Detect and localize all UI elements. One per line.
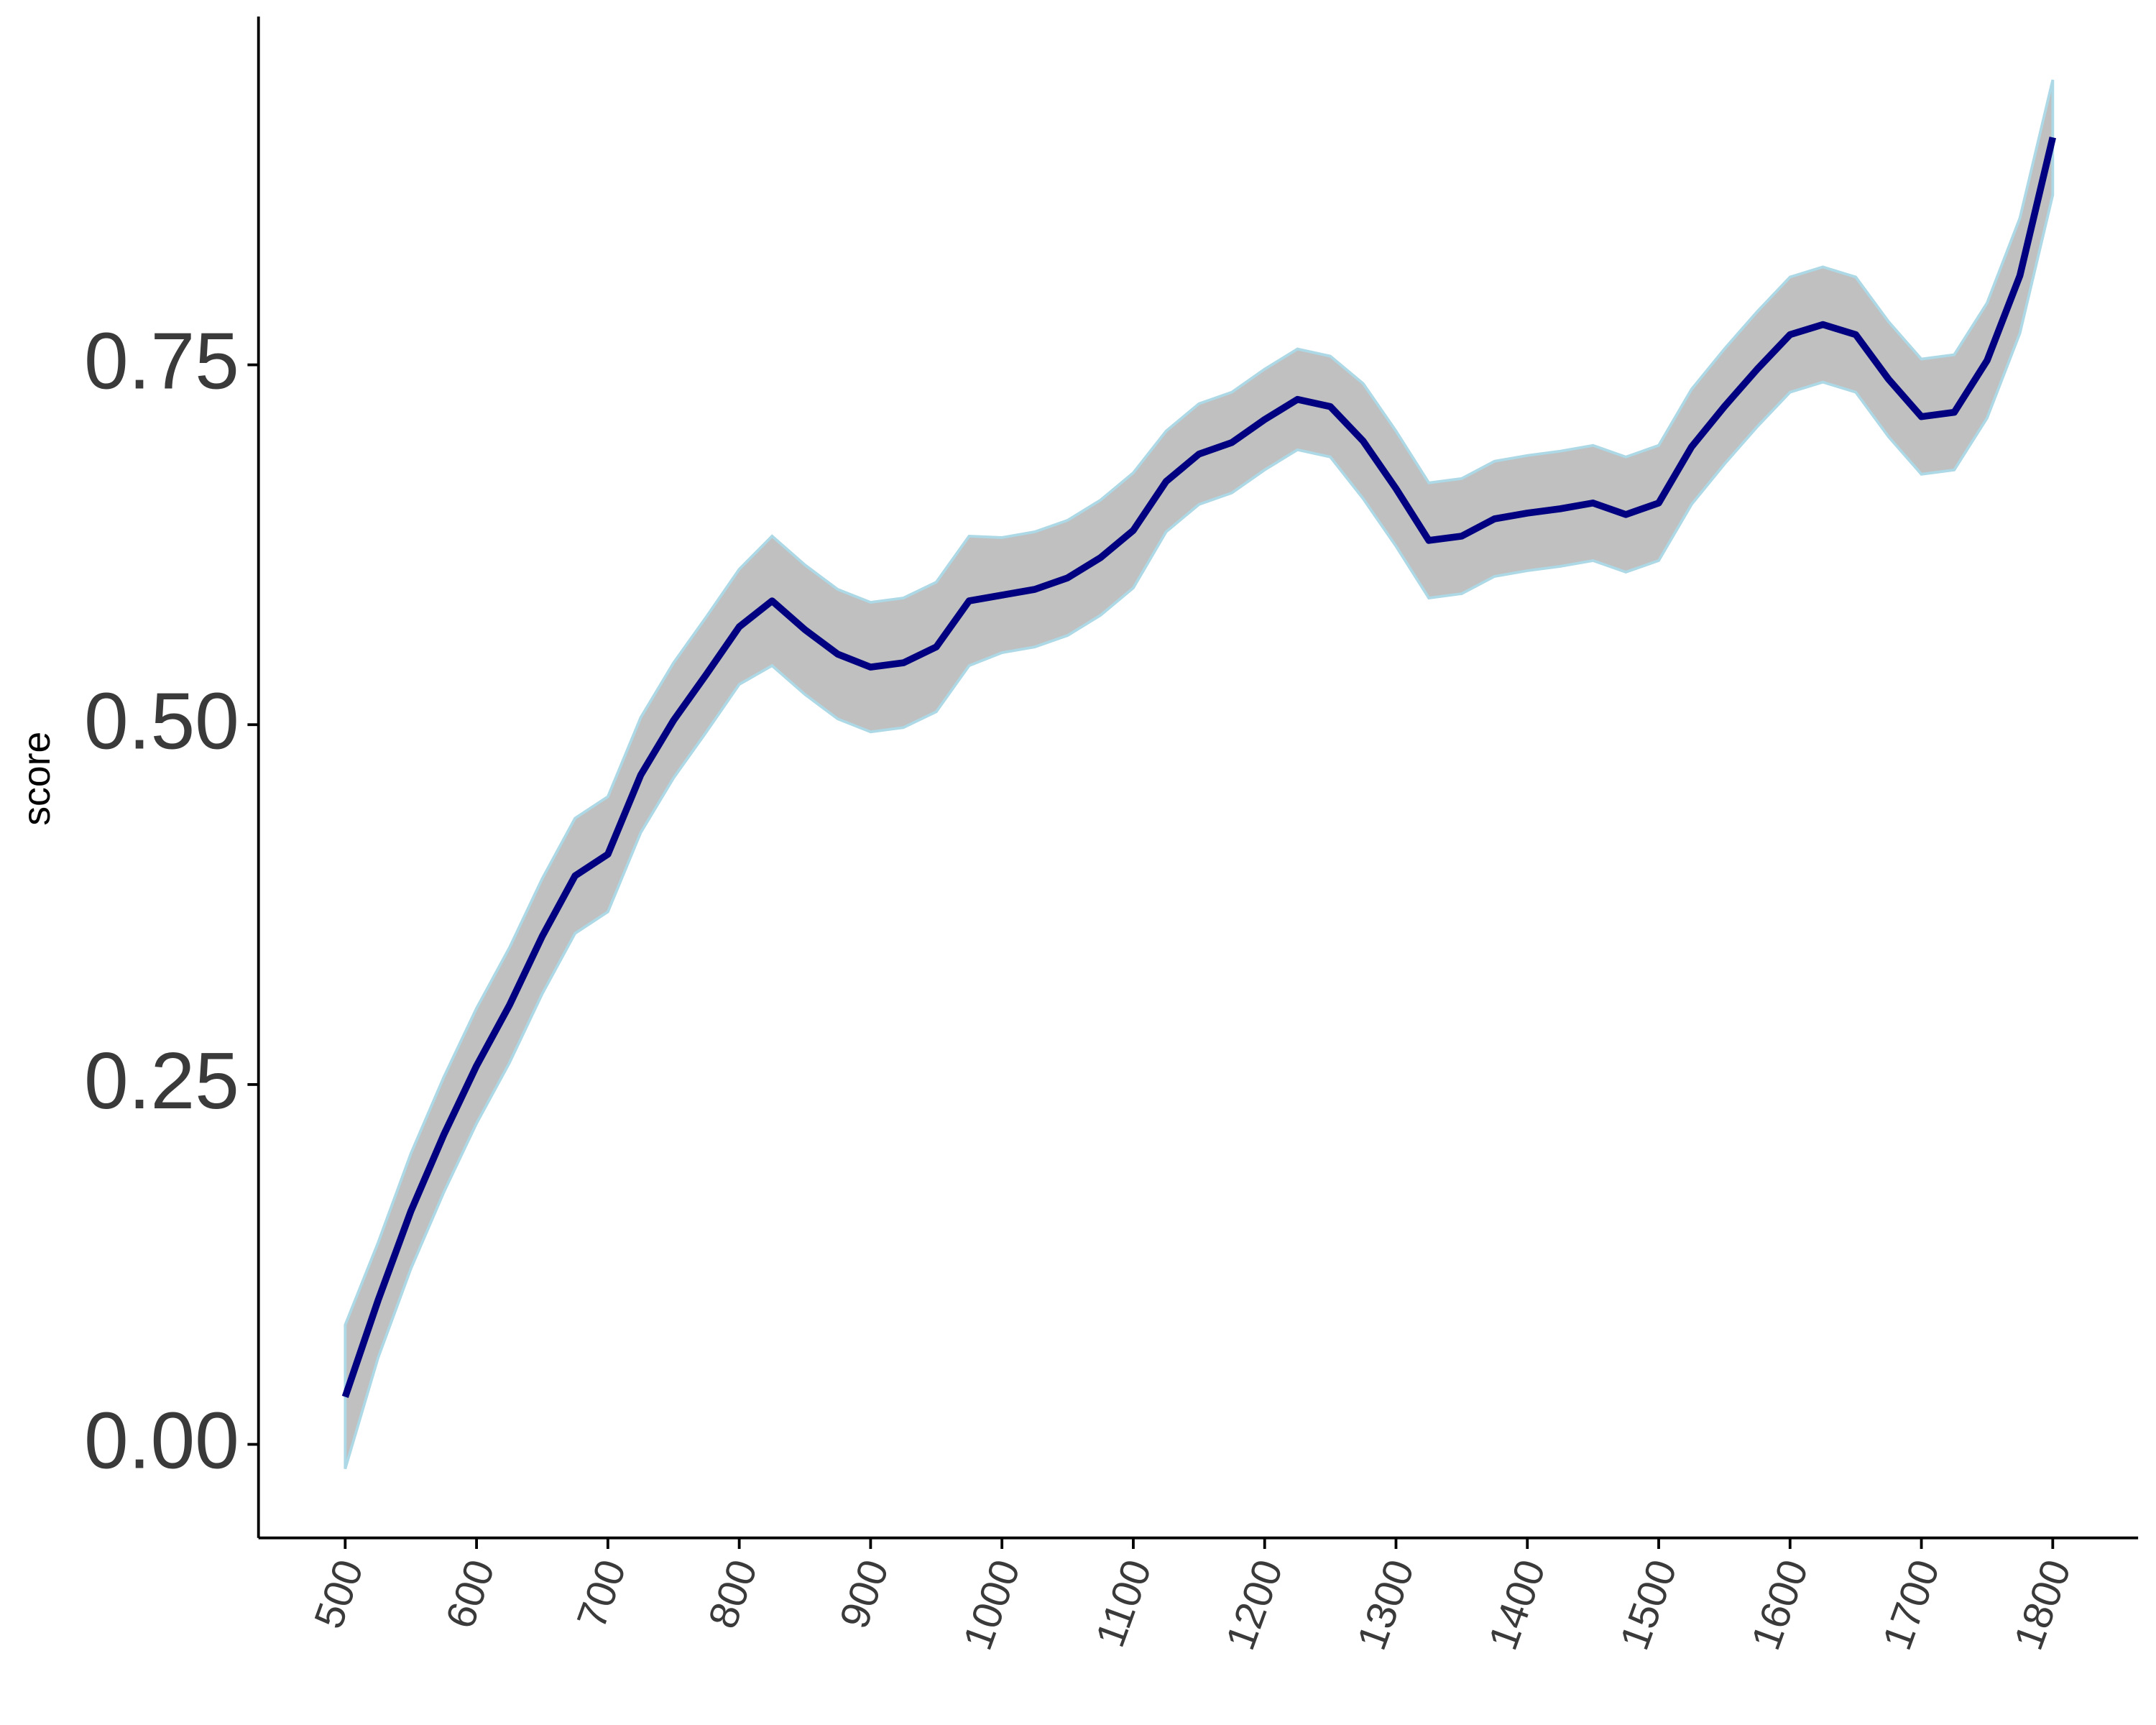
- x-tick-label: 500: [305, 1554, 372, 1634]
- x-tick-label: 1300: [1349, 1554, 1424, 1656]
- x-tick-label: 1600: [1743, 1554, 1818, 1656]
- x-tick-label: 800: [700, 1554, 767, 1634]
- confidence-band: [344, 79, 2055, 1470]
- x-tick-label: 1500: [1611, 1554, 1686, 1656]
- x-tick-label: 900: [831, 1554, 898, 1634]
- x-tick-label: 1000: [954, 1554, 1029, 1656]
- y-axis-label: score: [16, 732, 58, 826]
- x-tick-label: 1100: [1087, 1554, 1161, 1653]
- x-tick-label: 600: [437, 1554, 504, 1634]
- y-tick-label: 0.25: [84, 1036, 239, 1126]
- x-tick-label: 700: [568, 1554, 635, 1634]
- x-tick-label: 1700: [1874, 1554, 1949, 1656]
- y-tick-label: 0.00: [84, 1397, 239, 1486]
- x-tick-label: 1200: [1217, 1554, 1292, 1656]
- x-tick-label: 1800: [2005, 1554, 2080, 1656]
- trend-line: [341, 137, 2056, 1399]
- x-tick-label: 1400: [1480, 1554, 1554, 1656]
- y-tick-label: 0.75: [84, 317, 239, 406]
- y-tick-label: 0.50: [84, 676, 239, 765]
